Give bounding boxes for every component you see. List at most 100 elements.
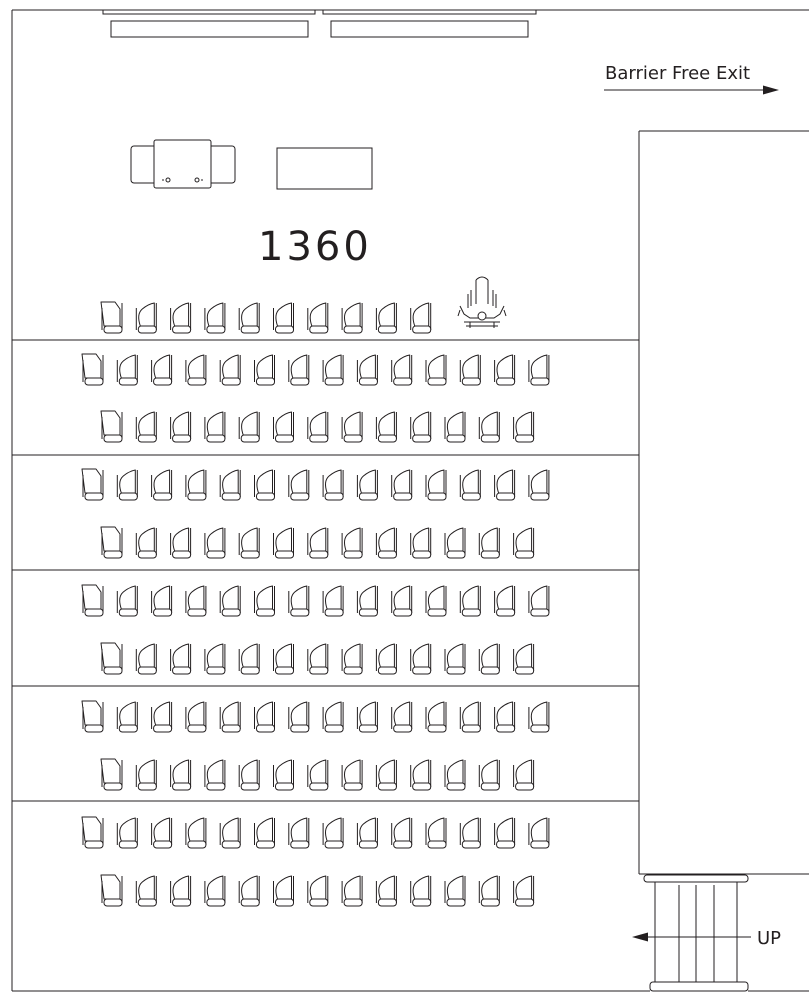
seat-icon bbox=[273, 527, 294, 559]
seat-icon bbox=[425, 585, 447, 617]
wheelchair-icon bbox=[457, 276, 507, 328]
seat-icon bbox=[254, 469, 275, 501]
projector-icon bbox=[130, 139, 236, 189]
stairs-label: UP bbox=[757, 928, 781, 949]
seat-icon bbox=[356, 585, 378, 617]
seat-icon bbox=[135, 643, 157, 675]
seat-icon bbox=[170, 643, 192, 675]
seat-icon bbox=[219, 701, 241, 733]
seat-icon bbox=[410, 411, 432, 443]
right-arrow-icon bbox=[604, 85, 779, 95]
front-boards bbox=[102, 9, 537, 38]
seat-icon bbox=[425, 469, 447, 501]
seat-icon bbox=[288, 585, 310, 617]
seat-icon bbox=[135, 759, 157, 791]
seat-icon bbox=[307, 759, 329, 791]
seat-icon bbox=[185, 354, 207, 386]
seat-icon bbox=[356, 701, 378, 733]
seat-icon bbox=[444, 875, 466, 907]
seat-icon bbox=[494, 585, 516, 617]
seat-icon bbox=[151, 469, 173, 501]
seat-icon bbox=[356, 469, 378, 501]
seat-icon bbox=[341, 527, 363, 559]
seat-icon bbox=[238, 643, 260, 675]
seat-icon bbox=[204, 759, 226, 791]
seat-icon bbox=[116, 469, 138, 501]
seat-icon bbox=[219, 817, 241, 849]
seat-icon bbox=[288, 701, 310, 733]
seat-icon bbox=[528, 354, 550, 386]
seat-icon bbox=[478, 411, 500, 443]
seat-icon bbox=[185, 585, 207, 617]
seat-icon bbox=[375, 875, 397, 907]
seat-icon bbox=[273, 411, 294, 443]
seat-icon bbox=[219, 469, 241, 501]
seat-icon bbox=[459, 701, 481, 733]
seat-icon bbox=[478, 759, 500, 791]
seat-icon bbox=[307, 527, 329, 559]
left-arrow-icon bbox=[632, 932, 751, 942]
seat-icon bbox=[307, 411, 329, 443]
seat-icon bbox=[151, 354, 173, 386]
seat-icon bbox=[410, 527, 432, 559]
seat-icon bbox=[238, 759, 260, 791]
seat-icon bbox=[185, 701, 207, 733]
stairs bbox=[643, 874, 749, 992]
whiteboard-right bbox=[330, 20, 529, 38]
seat-icon bbox=[307, 643, 329, 675]
seat-icon bbox=[100, 526, 123, 559]
seat-icon bbox=[356, 354, 378, 386]
seat-icon bbox=[81, 353, 104, 386]
seat-icon bbox=[322, 817, 344, 849]
seat-icon bbox=[135, 411, 157, 443]
seat-icon bbox=[375, 302, 397, 334]
seat-icon bbox=[322, 585, 344, 617]
seat-icon bbox=[238, 875, 260, 907]
seat-icon bbox=[322, 354, 344, 386]
seat-icon bbox=[100, 642, 123, 675]
seat-icon bbox=[254, 585, 275, 617]
seat-icon bbox=[425, 354, 447, 386]
seat-icon bbox=[513, 875, 535, 907]
tier-lines bbox=[12, 339, 639, 802]
seat-icon bbox=[81, 700, 104, 733]
seat-icon bbox=[273, 875, 294, 907]
seat-icon bbox=[273, 302, 294, 334]
seat-icon bbox=[100, 874, 123, 907]
instructor-desk bbox=[276, 147, 373, 190]
seat-icon bbox=[151, 585, 173, 617]
seat-icon bbox=[459, 354, 481, 386]
seat-icon bbox=[273, 759, 294, 791]
seat-icon bbox=[341, 302, 363, 334]
seat-icon bbox=[170, 875, 192, 907]
seat-icon bbox=[513, 411, 535, 443]
seat-icon bbox=[116, 354, 138, 386]
seat-icon bbox=[219, 354, 241, 386]
seat-icon bbox=[185, 817, 207, 849]
seat-icon bbox=[494, 469, 516, 501]
seat-icon bbox=[375, 527, 397, 559]
seat-icon bbox=[478, 875, 500, 907]
seat-icon bbox=[444, 759, 466, 791]
seat-icon bbox=[513, 759, 535, 791]
seat-icon bbox=[204, 643, 226, 675]
seat-icon bbox=[322, 701, 344, 733]
seat-icon bbox=[459, 469, 481, 501]
room-number: 1360 bbox=[258, 224, 372, 270]
seat-icon bbox=[116, 701, 138, 733]
exit-label: Barrier Free Exit bbox=[605, 63, 750, 84]
seat-icon bbox=[204, 527, 226, 559]
seat-icon bbox=[459, 817, 481, 849]
seat-icon bbox=[288, 354, 310, 386]
seat-icon bbox=[391, 354, 413, 386]
seat-icon bbox=[444, 527, 466, 559]
seat-icon bbox=[341, 411, 363, 443]
seat-icon bbox=[341, 759, 363, 791]
seat-icon bbox=[425, 701, 447, 733]
seat-icon bbox=[135, 875, 157, 907]
seat-icon bbox=[528, 817, 550, 849]
seat-icon bbox=[528, 469, 550, 501]
seat-icon bbox=[494, 701, 516, 733]
seat-icon bbox=[170, 302, 192, 334]
